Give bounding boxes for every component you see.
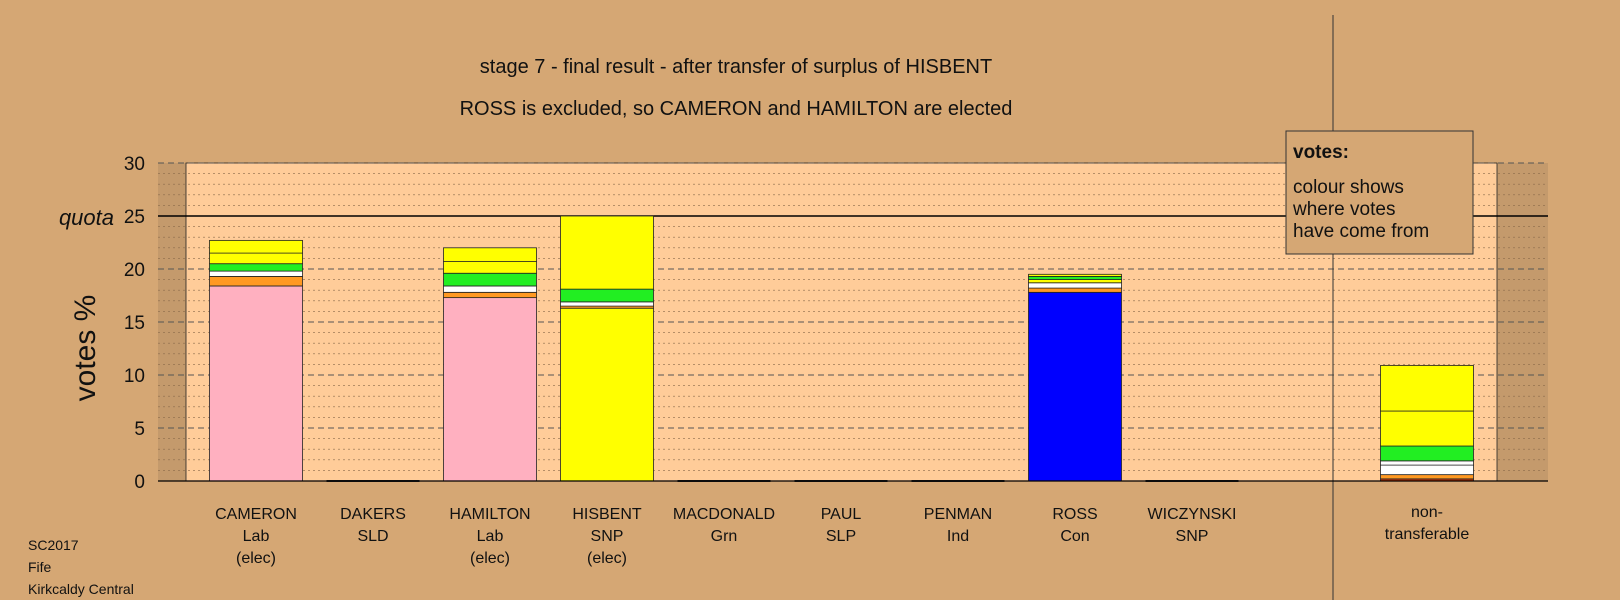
bar-segment-hisbent	[560, 301, 654, 307]
legend-line: colour shows	[1293, 177, 1404, 198]
legend-line: where votes	[1292, 199, 1395, 220]
bar-segment-ross	[1028, 287, 1122, 293]
y-tick-label: 25	[124, 207, 145, 228]
legend-heading: votes:	[1293, 142, 1349, 163]
candidate-label: SNP	[1176, 528, 1209, 545]
bar-segment-hamilton	[443, 247, 537, 262]
y-tick-label: 10	[124, 366, 145, 387]
chart-title: stage 7 - final result - after transfer …	[480, 56, 992, 78]
bar-segment-hamilton	[443, 261, 537, 274]
candidate-label: SLP	[826, 528, 856, 545]
bars	[209, 215, 1474, 482]
bar-segment-cameron	[209, 263, 303, 272]
y-axis-label: votes %	[69, 295, 102, 402]
candidate-label: (elec)	[236, 550, 276, 567]
nontransferable-label: non-	[1411, 504, 1443, 521]
candidate-label: SNP	[591, 528, 624, 545]
bar-segment-cameron	[209, 276, 303, 287]
bar-segment-cameron	[209, 252, 303, 265]
quota-label: quota	[59, 205, 114, 230]
bar-segment-nontransferable	[1380, 460, 1474, 466]
bar-segment-ross	[1028, 279, 1122, 284]
y-tick-label: 30	[124, 154, 145, 175]
footer-line-3: Kirkcaldy Central	[28, 581, 134, 597]
candidate-label: HISBENT	[572, 506, 642, 523]
candidate-label: Lab	[243, 528, 270, 545]
bar-segment-nontransferable	[1380, 410, 1474, 447]
bar-segment-nontransferable	[1380, 464, 1474, 476]
legend-line: have come from	[1293, 221, 1429, 242]
candidate-label: WICZYNSKI	[1148, 506, 1237, 523]
candidate-label: Lab	[477, 528, 504, 545]
y-tick-label: 15	[124, 313, 145, 334]
bar-segment-hamilton	[443, 272, 537, 287]
chart-subtitle: ROSS is excluded, so CAMERON and HAMILTO…	[460, 98, 1013, 120]
candidate-label: CAMERON	[215, 506, 297, 523]
bar-segment-hisbent	[560, 307, 654, 482]
candidate-label: HAMILTON	[449, 506, 530, 523]
footer-line-2: Fife	[28, 559, 52, 575]
candidate-label: (elec)	[470, 550, 510, 567]
bar-segment-hamilton	[443, 285, 537, 293]
bar-segment-cameron	[209, 239, 303, 254]
bar-segment-cameron	[209, 285, 303, 482]
legend-box	[1285, 130, 1474, 255]
nontransferable-label: transferable	[1385, 526, 1470, 543]
bar-segment-ross	[1028, 273, 1122, 277]
plot-area: 0 5 10 15 20 25 30	[124, 15, 1548, 600]
bar-segment-ross	[1028, 276, 1122, 281]
candidate-label: PAUL	[821, 506, 862, 523]
candidate-label: Con	[1060, 528, 1089, 545]
y-tick-label: 20	[124, 260, 145, 281]
bar-segment-nontransferable	[1380, 365, 1474, 412]
y-tick-label: 0	[134, 472, 145, 493]
footer-line-1: SC2017	[28, 537, 79, 553]
candidate-label: PENMAN	[924, 506, 992, 523]
candidate-label: MACDONALD	[673, 506, 775, 523]
bar-segment-nontransferable	[1380, 445, 1474, 462]
y-tick-label: 5	[134, 419, 145, 440]
bar-segment-hamilton	[443, 297, 537, 482]
candidate-label: Grn	[711, 528, 738, 545]
bar-segment-ross	[1028, 282, 1122, 289]
bar-segment-hamilton	[443, 291, 537, 299]
candidate-label: (elec)	[587, 550, 627, 567]
bar-segment-nontransferable	[1380, 474, 1474, 480]
candidate-label: Ind	[947, 528, 969, 545]
candidate-label: ROSS	[1052, 506, 1097, 523]
candidate-label: DAKERS	[340, 506, 406, 523]
bar-segment-ross	[1028, 291, 1122, 482]
bar-segment-hisbent	[560, 288, 654, 303]
bar-segment-hisbent	[560, 215, 654, 290]
bar-segment-cameron	[209, 270, 303, 277]
candidate-label: SLD	[357, 528, 388, 545]
